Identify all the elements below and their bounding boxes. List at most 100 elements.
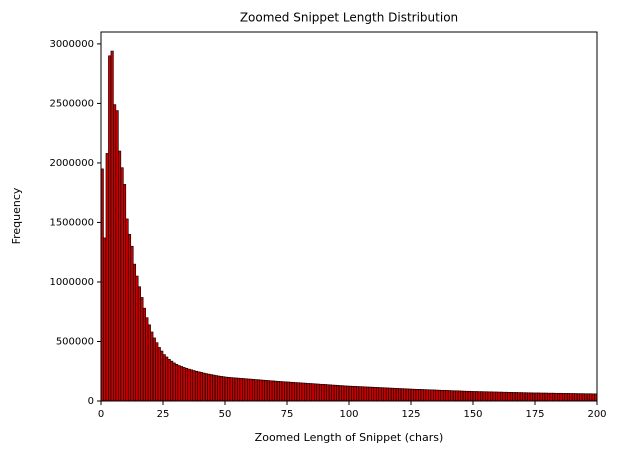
bar bbox=[544, 392, 548, 402]
bar bbox=[452, 390, 456, 402]
bar bbox=[261, 379, 265, 402]
bar bbox=[160, 350, 164, 402]
bar bbox=[239, 378, 243, 402]
bar bbox=[522, 392, 526, 402]
bar bbox=[353, 386, 357, 402]
bar bbox=[219, 376, 223, 402]
bar bbox=[375, 387, 380, 402]
bar bbox=[591, 393, 595, 402]
bar bbox=[450, 390, 454, 402]
bar bbox=[532, 392, 536, 402]
bar bbox=[589, 393, 593, 402]
bar bbox=[291, 382, 295, 402]
bar bbox=[348, 385, 352, 402]
bar bbox=[125, 218, 129, 402]
bar bbox=[296, 382, 300, 402]
x-tick-label: 0 bbox=[98, 409, 104, 420]
bar bbox=[145, 317, 149, 402]
bar bbox=[316, 383, 320, 402]
bar bbox=[212, 374, 216, 402]
bar bbox=[410, 388, 414, 402]
bar bbox=[358, 386, 362, 402]
bar bbox=[271, 380, 275, 402]
bar bbox=[207, 373, 211, 402]
bar bbox=[571, 393, 575, 402]
bar bbox=[517, 392, 521, 402]
bar bbox=[229, 377, 233, 402]
bar bbox=[130, 245, 134, 402]
bar bbox=[363, 386, 367, 402]
bar bbox=[177, 365, 181, 402]
bar bbox=[462, 390, 466, 402]
bar bbox=[524, 392, 528, 402]
bar bbox=[256, 379, 261, 402]
bar bbox=[442, 389, 447, 402]
bar bbox=[371, 386, 375, 402]
bar bbox=[534, 392, 538, 402]
bar bbox=[440, 389, 444, 402]
bar bbox=[499, 391, 504, 402]
bar bbox=[512, 392, 516, 402]
bar bbox=[366, 386, 370, 402]
bar bbox=[249, 378, 253, 402]
bar bbox=[321, 384, 325, 402]
bar bbox=[162, 354, 166, 402]
bar bbox=[311, 383, 315, 402]
bar bbox=[338, 385, 342, 402]
bar bbox=[142, 307, 146, 402]
bar bbox=[301, 382, 305, 402]
bar bbox=[380, 387, 385, 402]
bar bbox=[222, 376, 226, 402]
bar bbox=[237, 377, 241, 402]
bar bbox=[242, 378, 246, 402]
bar bbox=[465, 390, 469, 402]
bar bbox=[185, 367, 189, 402]
bar bbox=[351, 385, 355, 402]
bar bbox=[579, 393, 583, 402]
bar bbox=[519, 392, 523, 402]
bar bbox=[259, 379, 263, 402]
bar bbox=[413, 388, 417, 402]
bar bbox=[197, 371, 201, 402]
bar bbox=[447, 390, 451, 402]
bar bbox=[165, 356, 169, 402]
bar bbox=[108, 55, 112, 402]
bar bbox=[214, 375, 218, 402]
bar bbox=[418, 389, 422, 402]
bar bbox=[425, 389, 429, 402]
bar bbox=[187, 368, 191, 402]
bar bbox=[336, 384, 340, 402]
bar bbox=[299, 382, 303, 402]
bar bbox=[326, 384, 330, 402]
y-tick-label: 500000 bbox=[56, 336, 94, 347]
y-tick-label: 2500000 bbox=[49, 98, 94, 109]
bar bbox=[251, 379, 256, 402]
bar bbox=[346, 385, 350, 402]
bar bbox=[333, 384, 337, 402]
bar bbox=[487, 391, 491, 402]
bar bbox=[105, 153, 109, 402]
bar bbox=[279, 381, 283, 402]
bar bbox=[581, 393, 585, 402]
bar bbox=[276, 381, 280, 402]
bar bbox=[475, 391, 479, 402]
bar bbox=[559, 392, 563, 402]
bar bbox=[472, 391, 476, 402]
x-axis-label: Zoomed Length of Snippet (chars) bbox=[255, 431, 444, 444]
x-tick-label: 50 bbox=[219, 409, 232, 420]
bar bbox=[361, 386, 365, 402]
bar bbox=[202, 372, 206, 402]
y-tick-label: 0 bbox=[88, 396, 94, 407]
bar bbox=[306, 383, 310, 402]
bar bbox=[286, 381, 290, 402]
bar bbox=[180, 366, 184, 402]
bar bbox=[430, 389, 434, 402]
bar bbox=[490, 391, 494, 402]
bar bbox=[428, 389, 432, 402]
bar bbox=[393, 387, 397, 402]
bar bbox=[378, 387, 382, 402]
bar bbox=[217, 375, 221, 402]
bar bbox=[385, 387, 389, 402]
bar bbox=[576, 393, 580, 402]
bar bbox=[584, 393, 588, 402]
